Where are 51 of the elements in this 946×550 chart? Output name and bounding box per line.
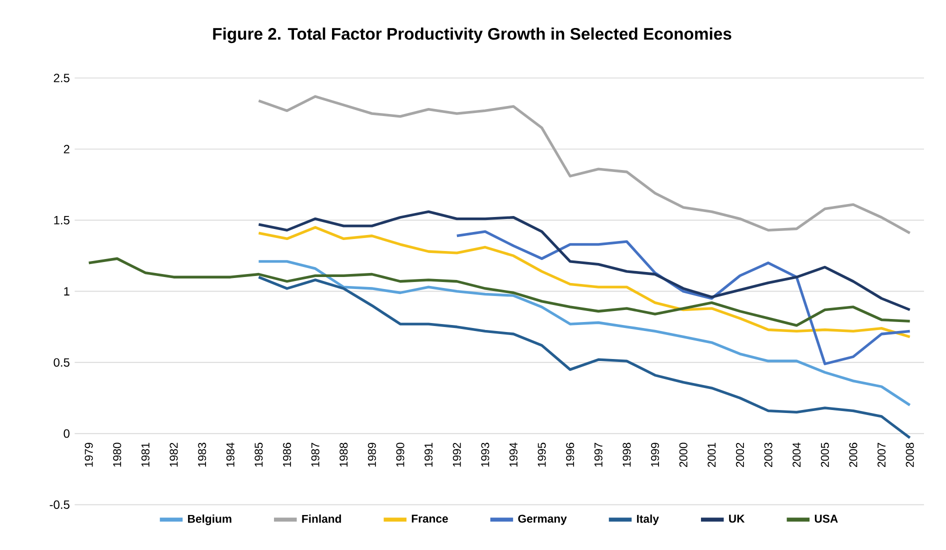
legend-label: France: [412, 514, 448, 523]
x-tick-label: 2007: [878, 442, 886, 467]
legend-label: USA: [814, 514, 838, 523]
x-tick-label: 1981: [141, 442, 150, 467]
x-tick-label: 1980: [113, 442, 122, 467]
chart-title: Figure 2. Total Factor Productivity Growth in Selected Economies: [213, 28, 732, 44]
x-tick-label: 1996: [566, 442, 574, 467]
y-tick-label: 0: [64, 429, 70, 438]
y-tick-label: 1: [64, 287, 70, 296]
legend-label: Finland: [302, 514, 341, 523]
x-tick-label: 1984: [226, 442, 234, 467]
x-tick-label: 1999: [651, 442, 660, 467]
x-tick-label: 1988: [340, 442, 348, 467]
legend-label: Italy: [637, 514, 659, 526]
x-tick-label: 1990: [396, 442, 404, 467]
x-tick-label: 2006: [849, 442, 858, 467]
x-tick-label: 2004: [792, 442, 801, 467]
x-tick-label: 2001: [708, 442, 716, 467]
line-series: [257, 210, 912, 312]
x-tick-label: 1989: [368, 442, 376, 467]
x-tick-label: 2005: [820, 442, 829, 467]
line-series: [257, 260, 912, 406]
x-tick-label: 1994: [509, 442, 518, 467]
line-series: [257, 276, 912, 440]
y-tick-label: 1.5: [54, 216, 70, 224]
x-tick-label: 1991: [424, 442, 433, 467]
x-tick-label: 1995: [538, 442, 546, 467]
line-series: [456, 230, 912, 366]
legend-label: Belgium: [188, 514, 232, 526]
x-tick-label: 2002: [736, 442, 744, 467]
x-tick-label: 1998: [622, 442, 631, 467]
x-tick-label: 1985: [254, 442, 263, 467]
line-series: [257, 95, 912, 234]
legend-label: UK: [729, 514, 745, 523]
x-tick-label: 2008: [906, 442, 914, 467]
x-tick-label: 1993: [481, 442, 490, 467]
x-tick-label: 1979: [84, 442, 93, 467]
y-tick-label: -0.5: [50, 500, 70, 509]
x-tick-label: 2003: [764, 442, 772, 467]
x-tick-label: 1986: [283, 442, 292, 467]
x-tick-label: 1992: [452, 442, 461, 467]
y-tick-label: 0.5: [54, 358, 70, 367]
line-series: [257, 226, 912, 338]
x-tick-label: 1983: [198, 442, 206, 467]
x-tick-label: 2000: [679, 442, 688, 467]
x-tick-label: 1982: [170, 442, 178, 467]
x-tick-label: 1987: [311, 442, 320, 467]
y-tick-label: 2: [64, 144, 70, 154]
x-tick-label: 1997: [594, 442, 602, 467]
y-tick-label: 2.5: [54, 74, 70, 82]
legend-label: Germany: [518, 514, 567, 525]
